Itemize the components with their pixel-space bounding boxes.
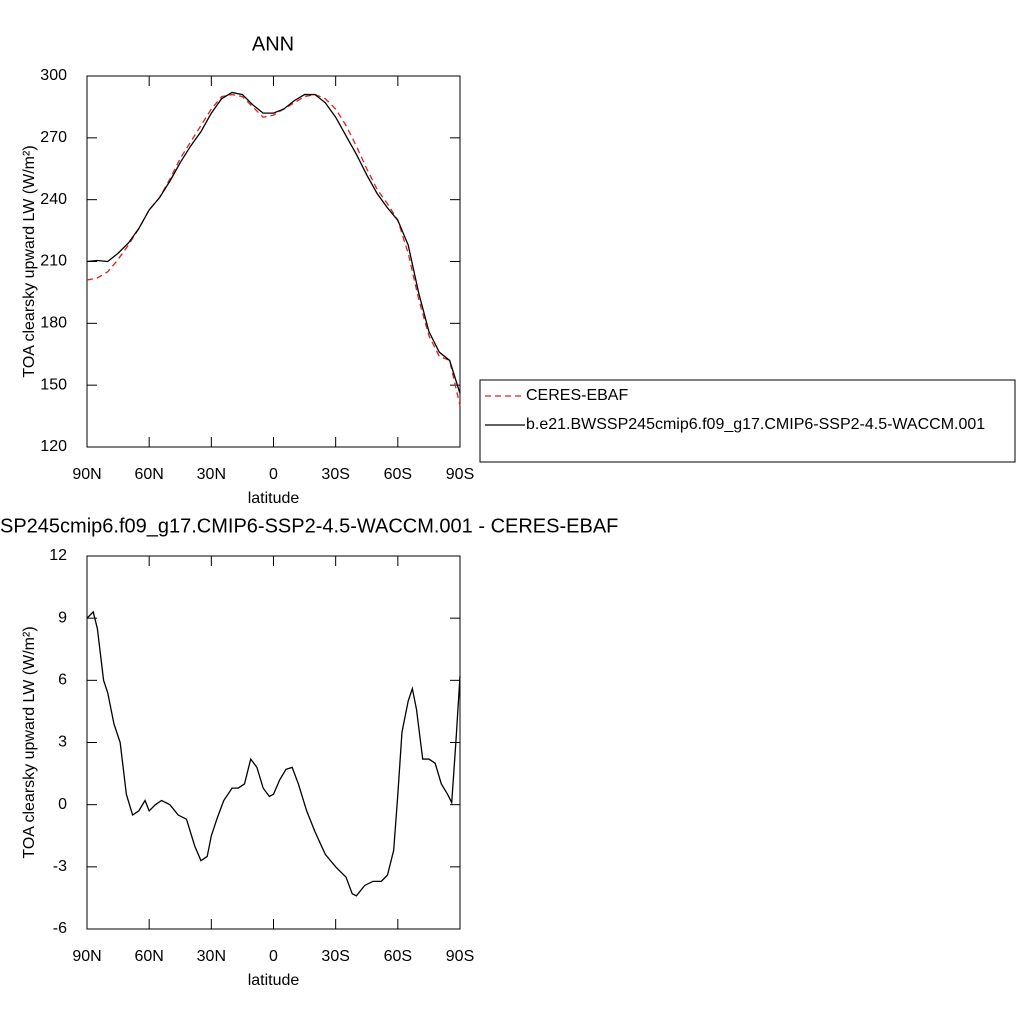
y-axis-label: TOA clearsky upward LW (W/m²) [21, 626, 38, 858]
y-tick-label: -3 [53, 858, 67, 875]
data-line [86, 93, 461, 406]
x-axis-label: latitude [248, 972, 300, 989]
legend-label: CERES-EBAF [526, 387, 628, 404]
y-tick-label: 9 [58, 609, 67, 626]
y-tick-label: 3 [58, 734, 67, 751]
plot-frame [86, 555, 461, 930]
x-tick-label: 0 [269, 466, 278, 483]
x-axis-label: latitude [248, 490, 300, 507]
y-tick-label: 150 [40, 376, 67, 393]
y-tick-label: 210 [40, 253, 67, 270]
data-line [86, 610, 461, 897]
x-tick-label: 90N [72, 948, 101, 965]
chart-title: SP245cmip6.f09_g17.CMIP6-SSP2-4.5-WACCM.… [0, 515, 618, 537]
y-tick-label: 12 [49, 547, 67, 564]
x-tick-label: 30S [321, 948, 349, 965]
x-tick-label: 30N [197, 948, 226, 965]
y-tick-label: 300 [40, 67, 67, 84]
y-tick-label: -6 [53, 920, 67, 937]
x-tick-label: 60N [134, 948, 163, 965]
y-axis-label: TOA clearsky upward LW (W/m²) [21, 145, 38, 377]
x-tick-label: 90S [446, 466, 474, 483]
x-tick-label: 90S [446, 948, 474, 965]
x-tick-label: 60N [134, 466, 163, 483]
x-tick-label: 60S [384, 948, 412, 965]
x-tick-label: 60S [384, 466, 412, 483]
chart-title: ANN [252, 33, 294, 55]
y-tick-label: 6 [58, 672, 67, 689]
y-tick-label: 240 [40, 191, 67, 208]
legend-label: b.e21.BWSSP245cmip6.f09_g17.CMIP6-SSP2-4… [526, 416, 985, 433]
x-tick-label: 90N [72, 466, 101, 483]
plot-frame [86, 75, 461, 448]
x-tick-label: 0 [269, 948, 278, 965]
x-tick-label: 30N [197, 466, 226, 483]
y-tick-label: 0 [58, 796, 67, 813]
legend-box [479, 379, 1016, 463]
data-line [86, 91, 461, 394]
y-tick-label: 180 [40, 315, 67, 332]
y-tick-label: 270 [40, 129, 67, 146]
y-tick-label: 120 [40, 438, 67, 455]
x-tick-label: 30S [321, 466, 349, 483]
